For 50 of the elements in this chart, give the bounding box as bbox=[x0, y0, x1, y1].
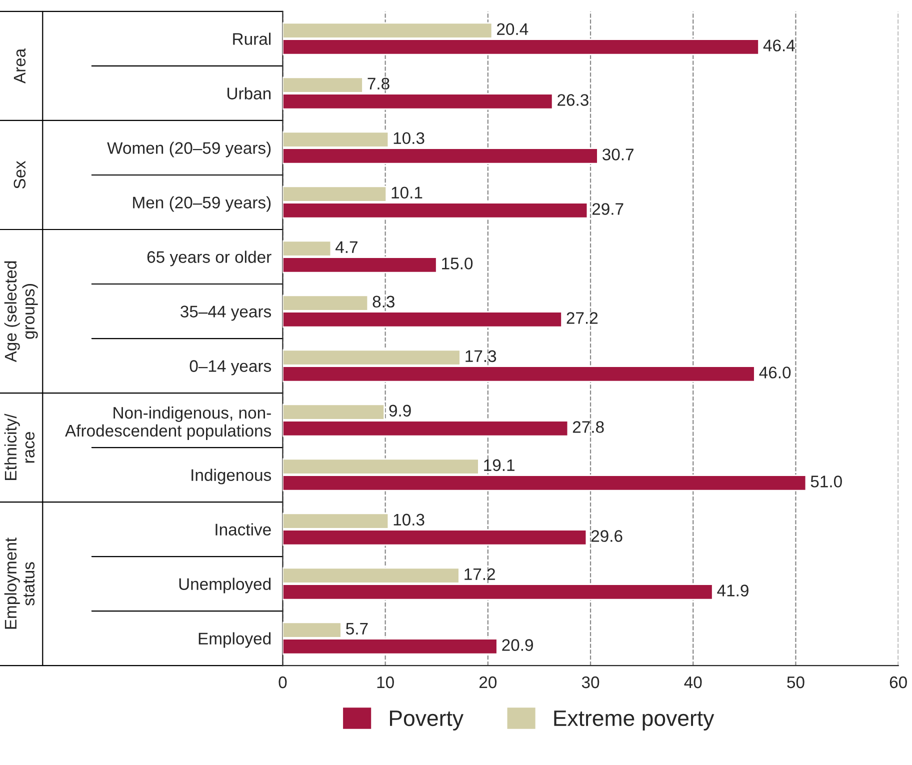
data-label: 27.2 bbox=[566, 312, 598, 324]
data-label: 41.9 bbox=[717, 584, 748, 596]
y-tick-label: 65 years or older bbox=[147, 250, 272, 266]
data-label: 5.7 bbox=[346, 622, 368, 635]
data-label: 20.4 bbox=[497, 23, 528, 36]
data-label: 29.7 bbox=[592, 203, 624, 215]
y-tick-label: Rural bbox=[233, 32, 270, 45]
data-label: 29.6 bbox=[591, 530, 622, 542]
text: Area bbox=[14, 48, 26, 84]
x-tick-label: 0 bbox=[278, 676, 287, 688]
data-label: 10.1 bbox=[392, 186, 422, 199]
data-label: 17.3 bbox=[466, 350, 496, 362]
data-label: 7.8 bbox=[368, 78, 390, 90]
x-tick-label: 40 bbox=[684, 676, 702, 688]
data-label: 8.3 bbox=[372, 296, 394, 308]
data-label: 10.3 bbox=[394, 132, 424, 144]
y-tick-label: Inactive bbox=[216, 523, 271, 536]
data-label: 17.2 bbox=[464, 568, 495, 580]
x-tick-label: 20 bbox=[479, 676, 497, 688]
legend-label: Extreme poverty bbox=[554, 710, 714, 730]
y-tick-label: Women (20–59 years) bbox=[107, 142, 271, 158]
data-label: 46.0 bbox=[759, 366, 791, 378]
data-label: 15.0 bbox=[442, 258, 473, 270]
y-tick-label: Urban bbox=[228, 87, 271, 100]
x-tick-label: 10 bbox=[377, 676, 394, 688]
text: Employment status bbox=[4, 538, 35, 629]
data-label: 26.3 bbox=[558, 94, 588, 106]
data-label: 4.7 bbox=[335, 241, 358, 253]
x-tick-label: 60 bbox=[890, 676, 907, 688]
data-label: 10.3 bbox=[394, 514, 424, 526]
y-tick-label: Employed bbox=[198, 632, 271, 648]
legend-label: Poverty bbox=[390, 710, 464, 730]
y-tick-label: 35–44 years bbox=[180, 306, 272, 321]
y-tick-label: Non-indigenous, non- Afrodescendent populations bbox=[65, 406, 272, 440]
y-tick-label: 0–14 years bbox=[190, 360, 272, 376]
text: Ethnicity/ race bbox=[4, 414, 35, 480]
data-label: 51.0 bbox=[810, 476, 842, 488]
data-label: 27.8 bbox=[572, 421, 604, 433]
text: Age (selected groups) bbox=[4, 261, 38, 362]
x-tick-label: 50 bbox=[787, 676, 804, 688]
data-label: 19.1 bbox=[484, 459, 514, 472]
y-tick-label: Indigenous bbox=[192, 468, 272, 484]
y-tick-label: Unemployed bbox=[179, 578, 271, 594]
y-tick-label: Men (20–59 years) bbox=[133, 196, 271, 212]
data-label: 9.9 bbox=[389, 404, 411, 417]
text: Sex bbox=[14, 160, 26, 189]
data-label: 30.7 bbox=[602, 148, 634, 160]
data-label: 20.9 bbox=[502, 639, 533, 651]
data-label: 46.4 bbox=[763, 40, 795, 52]
x-tick-label: 30 bbox=[582, 676, 600, 688]
